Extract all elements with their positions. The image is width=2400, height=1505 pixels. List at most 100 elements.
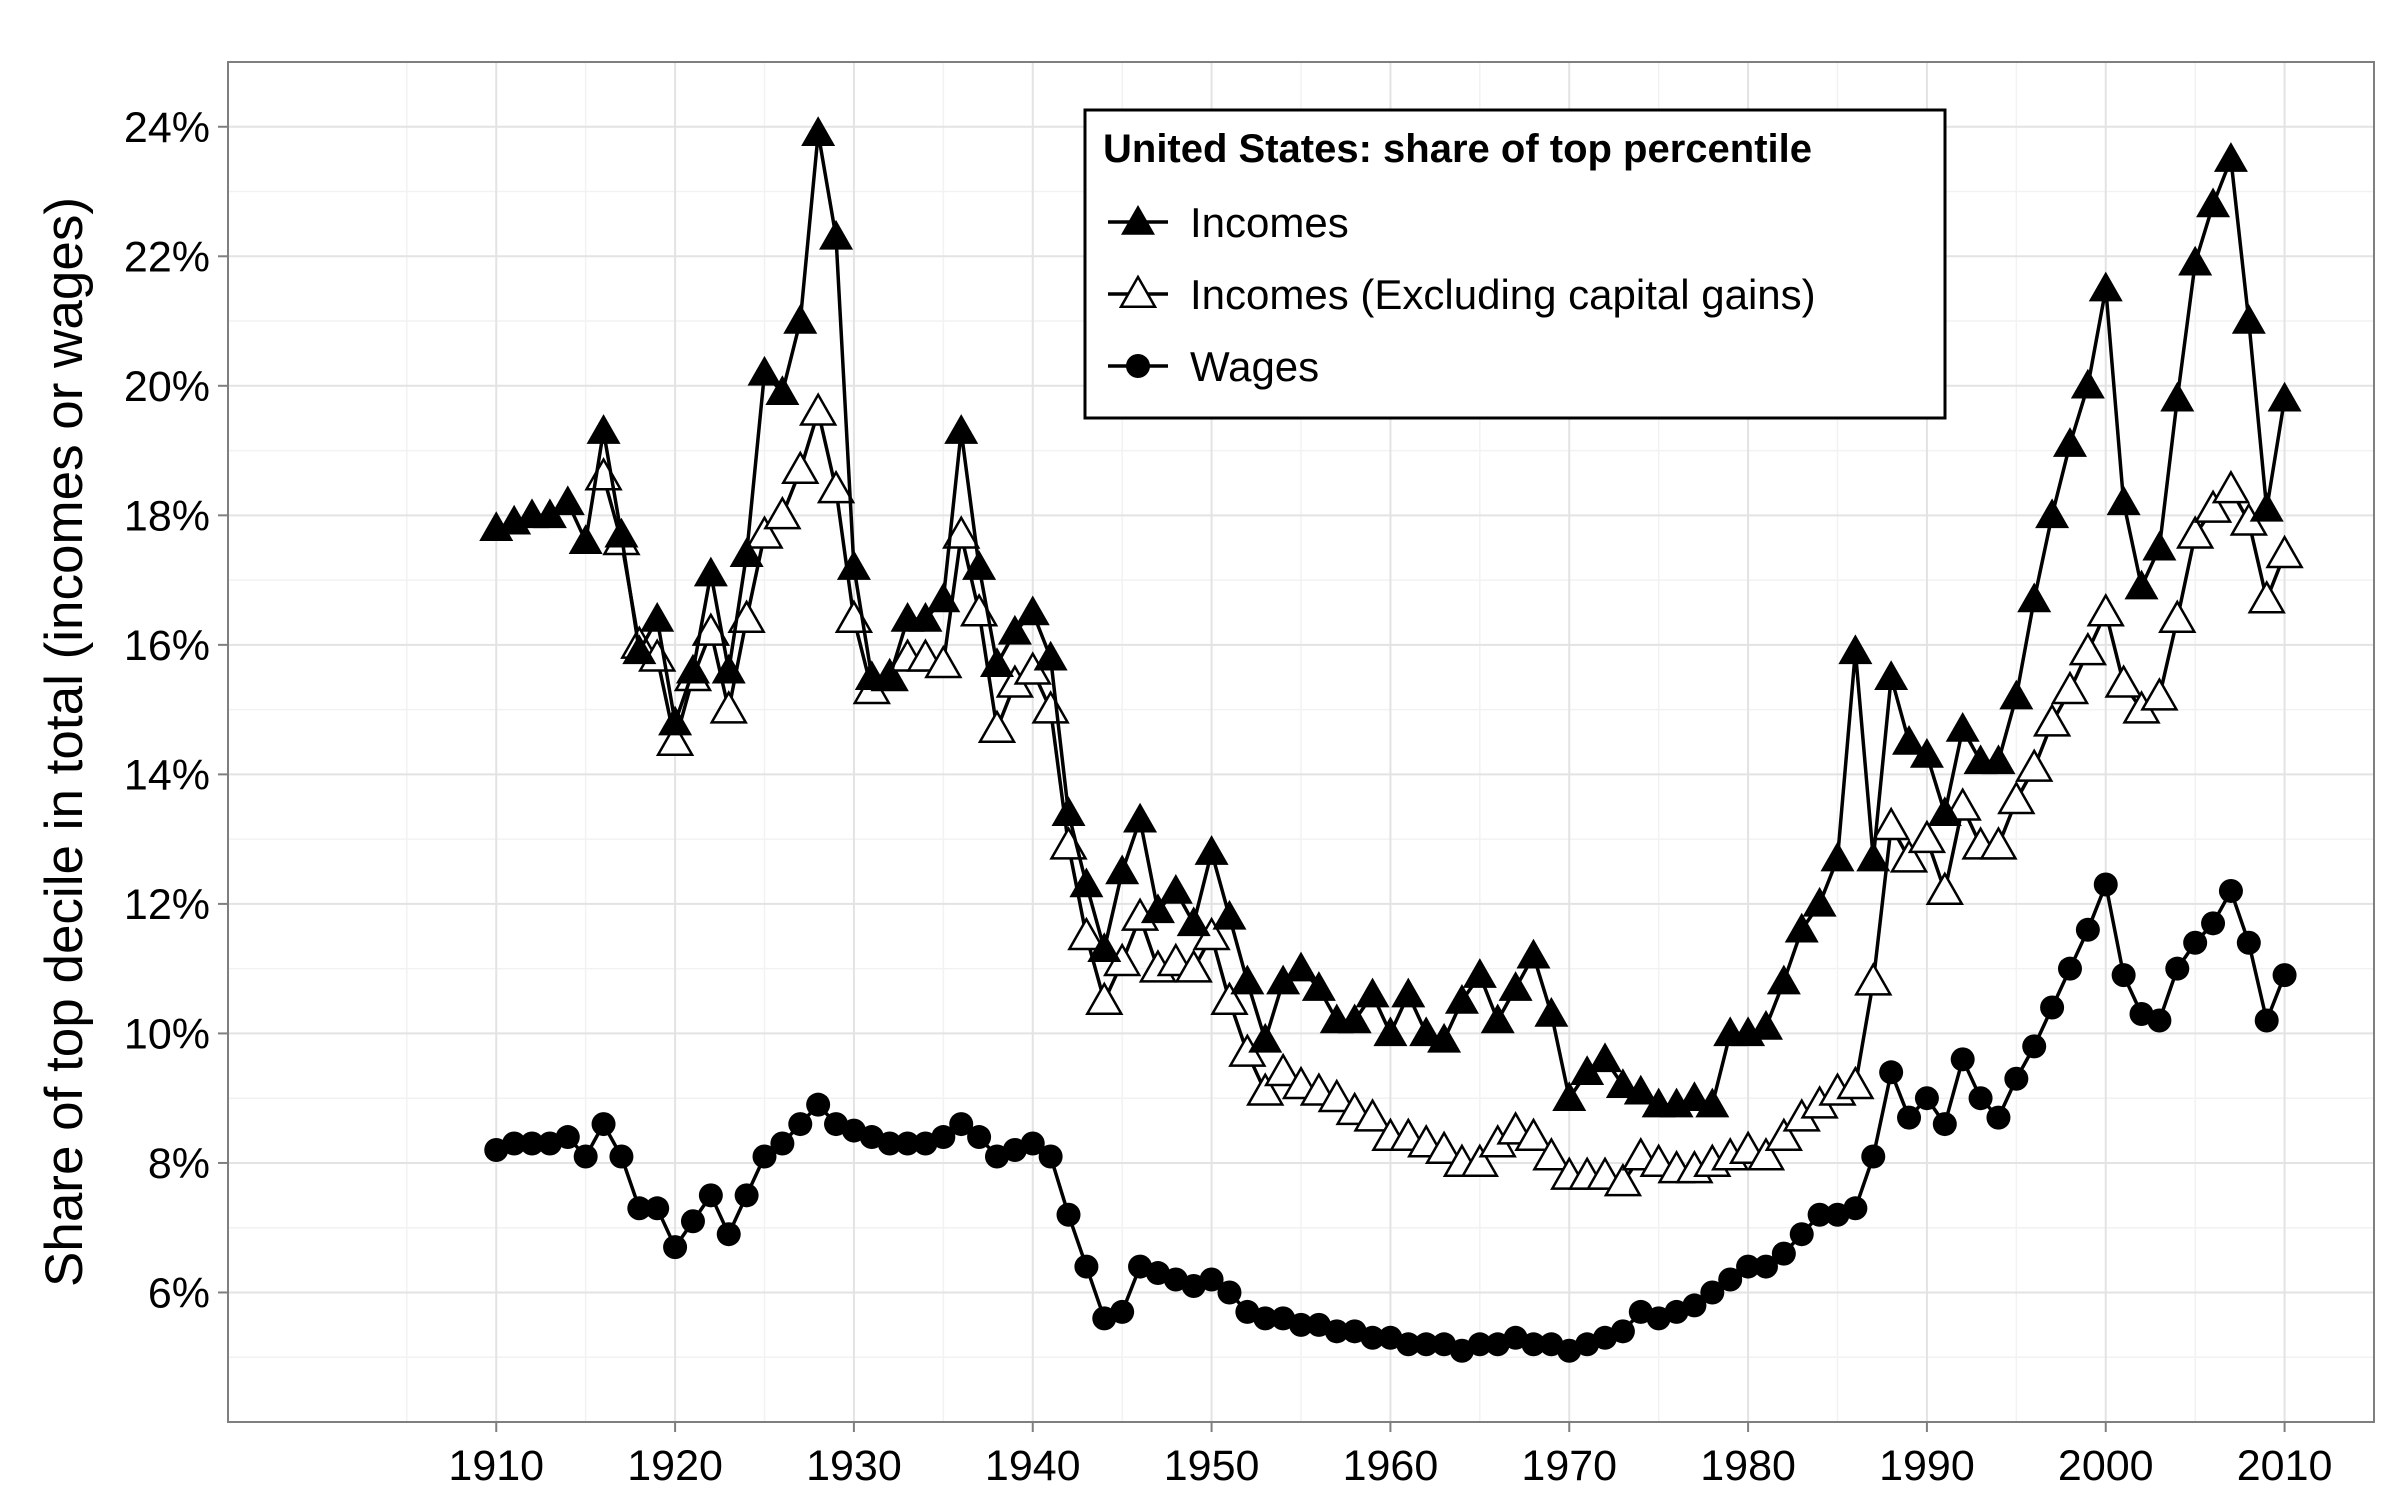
x-tick-label: 1910 [448, 1442, 544, 1490]
data-point [1174, 949, 1213, 983]
data-point [1467, 1332, 1492, 1357]
data-point [819, 219, 854, 250]
data-point [1514, 1117, 1553, 1152]
data-point [1856, 841, 1891, 872]
data-point [1771, 1241, 1796, 1266]
data-point [1176, 906, 1211, 937]
data-point [1682, 1293, 1707, 1318]
data-point [931, 1125, 956, 1150]
data-point [1610, 1319, 1635, 1344]
legend-item-label: Incomes (Excluding capital gains) [1190, 271, 1816, 318]
data-point [997, 614, 1032, 645]
data-point [711, 653, 746, 684]
data-point [1986, 1105, 2011, 1130]
y-tick-label: 14% [124, 751, 210, 799]
data-point [1764, 1117, 1804, 1152]
data-point [680, 1209, 705, 1234]
data-point [1623, 1074, 1658, 1105]
data-point [1301, 971, 1336, 1001]
data-point [1056, 1202, 1081, 1227]
data-point [944, 414, 979, 444]
data-point [1534, 997, 1569, 1027]
data-point [1932, 1112, 1957, 1137]
data-point [763, 495, 802, 530]
data-point [2004, 1066, 2029, 1091]
data-point [698, 1183, 723, 1208]
y-tick-label: 16% [124, 622, 210, 670]
data-point [1210, 981, 1249, 1016]
data-point [816, 469, 856, 504]
data-point [640, 601, 675, 632]
data-point [1925, 871, 1964, 905]
data-point [555, 1125, 580, 1150]
data-point [1874, 660, 1909, 690]
x-tick-label: 1920 [627, 1442, 723, 1490]
data-point [1480, 1003, 1515, 1034]
data-point [1718, 1267, 1743, 1292]
data-point [550, 485, 585, 516]
data-point [1246, 1072, 1285, 1106]
data-point [2104, 664, 2143, 698]
data-point [1836, 1065, 1875, 1100]
data-point [1123, 802, 1158, 833]
data-point [1194, 835, 1229, 865]
data-point [1784, 912, 1819, 943]
data-point [2231, 304, 2266, 334]
data-point [1212, 899, 1247, 930]
y-axis: 6% 8% 10% 12% 14% 16% 18% 20% 22% 24% [124, 104, 228, 1317]
data-point [1424, 1130, 1464, 1164]
data-point [770, 1131, 795, 1156]
data-point [663, 1235, 688, 1260]
data-point [1263, 1052, 1303, 1087]
data-point [788, 1112, 813, 1137]
data-point [2068, 631, 2108, 666]
data-point [781, 450, 820, 484]
x-tick-label: 1940 [985, 1442, 1081, 1490]
data-point [1897, 1105, 1922, 1130]
data-point [1396, 1332, 1421, 1357]
data-point [2057, 956, 2082, 981]
legend-title: United States: share of top percentile [1103, 127, 1812, 171]
data-point [908, 601, 943, 632]
x-tick-label: 2000 [2058, 1442, 2154, 1490]
data-point [655, 722, 695, 756]
data-point [609, 1144, 634, 1169]
data-point [1907, 819, 1947, 854]
data-point [1570, 1055, 1605, 1086]
data-point [2142, 530, 2177, 561]
data-point [1460, 1143, 1499, 1177]
data-point [1892, 725, 1927, 755]
data-point [586, 414, 621, 444]
data-point [949, 1112, 974, 1137]
y-tick-label: 10% [124, 1010, 210, 1058]
data-point [801, 116, 836, 146]
data-point [716, 1222, 741, 1247]
data-point [1861, 1144, 1886, 1169]
data-point [2213, 142, 2248, 172]
data-point [1284, 951, 1318, 982]
data-point [1462, 958, 1497, 988]
data-point [926, 582, 961, 613]
data-point [1871, 806, 1911, 841]
x-tick-label: 1930 [806, 1442, 902, 1490]
data-point [1677, 1081, 1712, 1111]
data-point [1979, 826, 2018, 860]
data-point [693, 556, 728, 587]
data-point [1031, 690, 1070, 724]
data-point [2022, 1034, 2047, 1059]
data-point [1552, 1081, 1587, 1111]
data-point [1927, 796, 1962, 826]
data-point [502, 1131, 527, 1156]
series-0 [479, 116, 2302, 1118]
data-point [1353, 1098, 1392, 1132]
data-point [1360, 1325, 1385, 1350]
data-point [1444, 984, 1479, 1014]
data-point [1997, 780, 2036, 815]
data-point [836, 550, 871, 580]
data-point [2178, 245, 2213, 276]
y-tick-label: 12% [124, 881, 210, 929]
data-point [645, 1196, 670, 1221]
data-point [745, 515, 784, 549]
data-point [2265, 534, 2304, 569]
data-point [1753, 1254, 1778, 1279]
